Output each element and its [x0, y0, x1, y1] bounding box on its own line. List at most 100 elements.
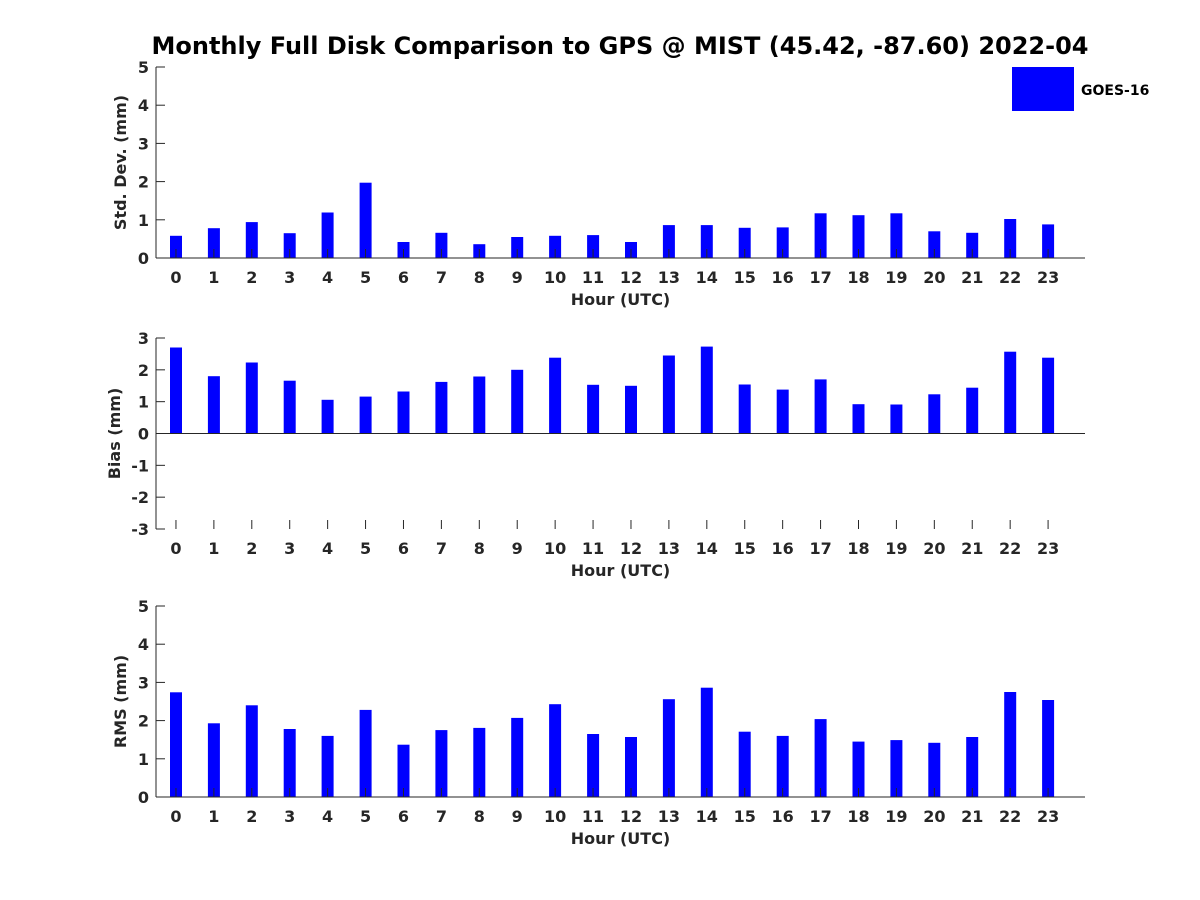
bias-x-tick-label: 14	[696, 539, 718, 558]
bias-y-tick-label: -2	[131, 488, 149, 507]
rms-bar-hour-20	[928, 742, 941, 797]
rms-x-tick-label: 0	[170, 807, 181, 826]
rms-bar-hour-23	[1042, 700, 1055, 797]
bias-bar-hour-13	[662, 355, 675, 434]
std-dev-x-tick-label: 5	[360, 268, 371, 287]
rms-bar-hour-8	[473, 727, 486, 797]
rms-y-tick-label: 1	[138, 750, 149, 769]
bias-bar-hour-16	[776, 389, 789, 434]
std-dev-bar-hour-4	[321, 212, 334, 258]
rms-x-tick-label: 21	[961, 807, 983, 826]
bias-bar-hour-1	[207, 376, 220, 434]
bias-bar-hour-6	[397, 391, 410, 434]
std-dev-x-tick-label: 8	[474, 268, 485, 287]
std-dev-y-tick-label: 0	[138, 249, 149, 268]
rms-y-tick-label: 5	[138, 597, 149, 616]
bias-bar-hour-12	[625, 385, 637, 434]
bias-x-tick-label: 22	[999, 539, 1021, 558]
std-dev-x-tick-label: 16	[772, 268, 794, 287]
legend-label: GOES-16	[1081, 83, 1149, 99]
bias-bar-hour-11	[587, 384, 600, 434]
bias-x-tick-label: 12	[620, 539, 642, 558]
bias-x-tick-label: 23	[1037, 539, 1059, 558]
bias-bar-hour-2	[245, 362, 258, 434]
std-dev-x-tick-label: 9	[512, 268, 523, 287]
std-dev-y-tick-label: 3	[138, 134, 149, 153]
std-dev-bar-hour-0	[170, 235, 182, 258]
std-dev-x-tick-label: 20	[923, 268, 945, 287]
bias-bar-hour-14	[700, 346, 713, 434]
bias-bar-hour-23	[1042, 357, 1055, 434]
bias-x-tick-label: 6	[398, 539, 409, 558]
std-dev-y-tick-label: 2	[138, 173, 149, 192]
bias-x-tick-label: 0	[170, 539, 181, 558]
std-dev-bar-hour-16	[776, 227, 789, 258]
std-dev-y-tick-label: 1	[138, 211, 149, 230]
rms-bar-hour-10	[549, 704, 562, 797]
rms-x-tick-label: 6	[398, 807, 409, 826]
std-dev-y-tick-label: 4	[138, 96, 149, 115]
bias-x-tick-label: 4	[322, 539, 333, 558]
rms-y-axis-label: RMS (mm)	[111, 655, 130, 748]
bias-bar-hour-3	[283, 380, 296, 434]
rms-x-tick-label: 7	[436, 807, 447, 826]
bias-x-tick-label: 15	[734, 539, 756, 558]
rms-x-tick-label: 11	[582, 807, 604, 826]
bias-y-tick-label: 1	[138, 393, 149, 412]
std-dev-x-tick-label: 22	[999, 268, 1021, 287]
bias-bar-hour-18	[852, 404, 865, 434]
std-dev-x-tick-label: 3	[284, 268, 295, 287]
rms-bar-hour-11	[587, 734, 600, 797]
bias-x-tick-label: 1	[208, 539, 219, 558]
std-dev-y-axis-label: Std. Dev. (mm)	[111, 95, 130, 230]
rms-x-axis-label: Hour (UTC)	[571, 829, 671, 848]
bias-x-tick-label: 18	[847, 539, 869, 558]
rms-bar-hour-15	[738, 731, 751, 797]
rms-bar-hour-7	[435, 730, 448, 797]
std-dev-x-tick-label: 14	[696, 268, 718, 287]
rms-x-tick-label: 17	[809, 807, 831, 826]
rms-bar-hour-22	[1004, 692, 1017, 797]
bias-x-tick-label: 2	[246, 539, 257, 558]
std-dev-x-tick-label: 17	[809, 268, 831, 287]
rms-bar-hour-9	[511, 717, 524, 797]
std-dev-bar-hour-13	[662, 225, 675, 258]
rms-x-tick-label: 8	[474, 807, 485, 826]
bias-y-tick-label: -1	[131, 456, 149, 475]
bias-x-tick-label: 17	[809, 539, 831, 558]
rms-bar-hour-4	[321, 735, 334, 797]
bias-y-tick-label: -3	[131, 520, 149, 539]
bias-bar-hour-7	[435, 381, 448, 434]
bias-x-tick-label: 20	[923, 539, 945, 558]
bias-bar-hour-17	[814, 379, 827, 434]
std-dev-bar-hour-23	[1042, 224, 1055, 258]
rms-x-tick-label: 5	[360, 807, 371, 826]
rms-x-tick-label: 2	[246, 807, 257, 826]
rms-x-tick-label: 4	[322, 807, 333, 826]
bias-x-tick-label: 16	[772, 539, 794, 558]
bias-y-tick-label: 3	[138, 329, 149, 348]
std-dev-x-tick-label: 0	[170, 268, 181, 287]
std-dev-bar-hour-21	[966, 232, 979, 258]
std-dev-bar-hour-17	[814, 213, 827, 258]
std-dev-x-axis-label: Hour (UTC)	[571, 290, 671, 309]
bias-x-tick-label: 9	[512, 539, 523, 558]
rms-bar-hour-2	[245, 705, 258, 797]
rms-bar-hour-18	[852, 741, 865, 797]
std-dev-bar-hour-15	[738, 227, 751, 258]
bias-y-tick-label: 0	[138, 425, 149, 444]
std-dev-x-tick-label: 18	[847, 268, 869, 287]
std-dev-x-tick-label: 12	[620, 268, 642, 287]
std-dev-bar-hour-20	[928, 231, 941, 258]
std-dev-x-tick-label: 4	[322, 268, 333, 287]
std-dev-bar-hour-19	[890, 213, 903, 258]
bias-bar-hour-21	[966, 387, 979, 434]
bias-x-tick-label: 13	[658, 539, 680, 558]
rms-x-tick-label: 1	[208, 807, 219, 826]
figure-title: Monthly Full Disk Comparison to GPS @ MI…	[152, 32, 1089, 60]
bias-x-tick-label: 10	[544, 539, 566, 558]
bias-x-tick-label: 19	[885, 539, 907, 558]
